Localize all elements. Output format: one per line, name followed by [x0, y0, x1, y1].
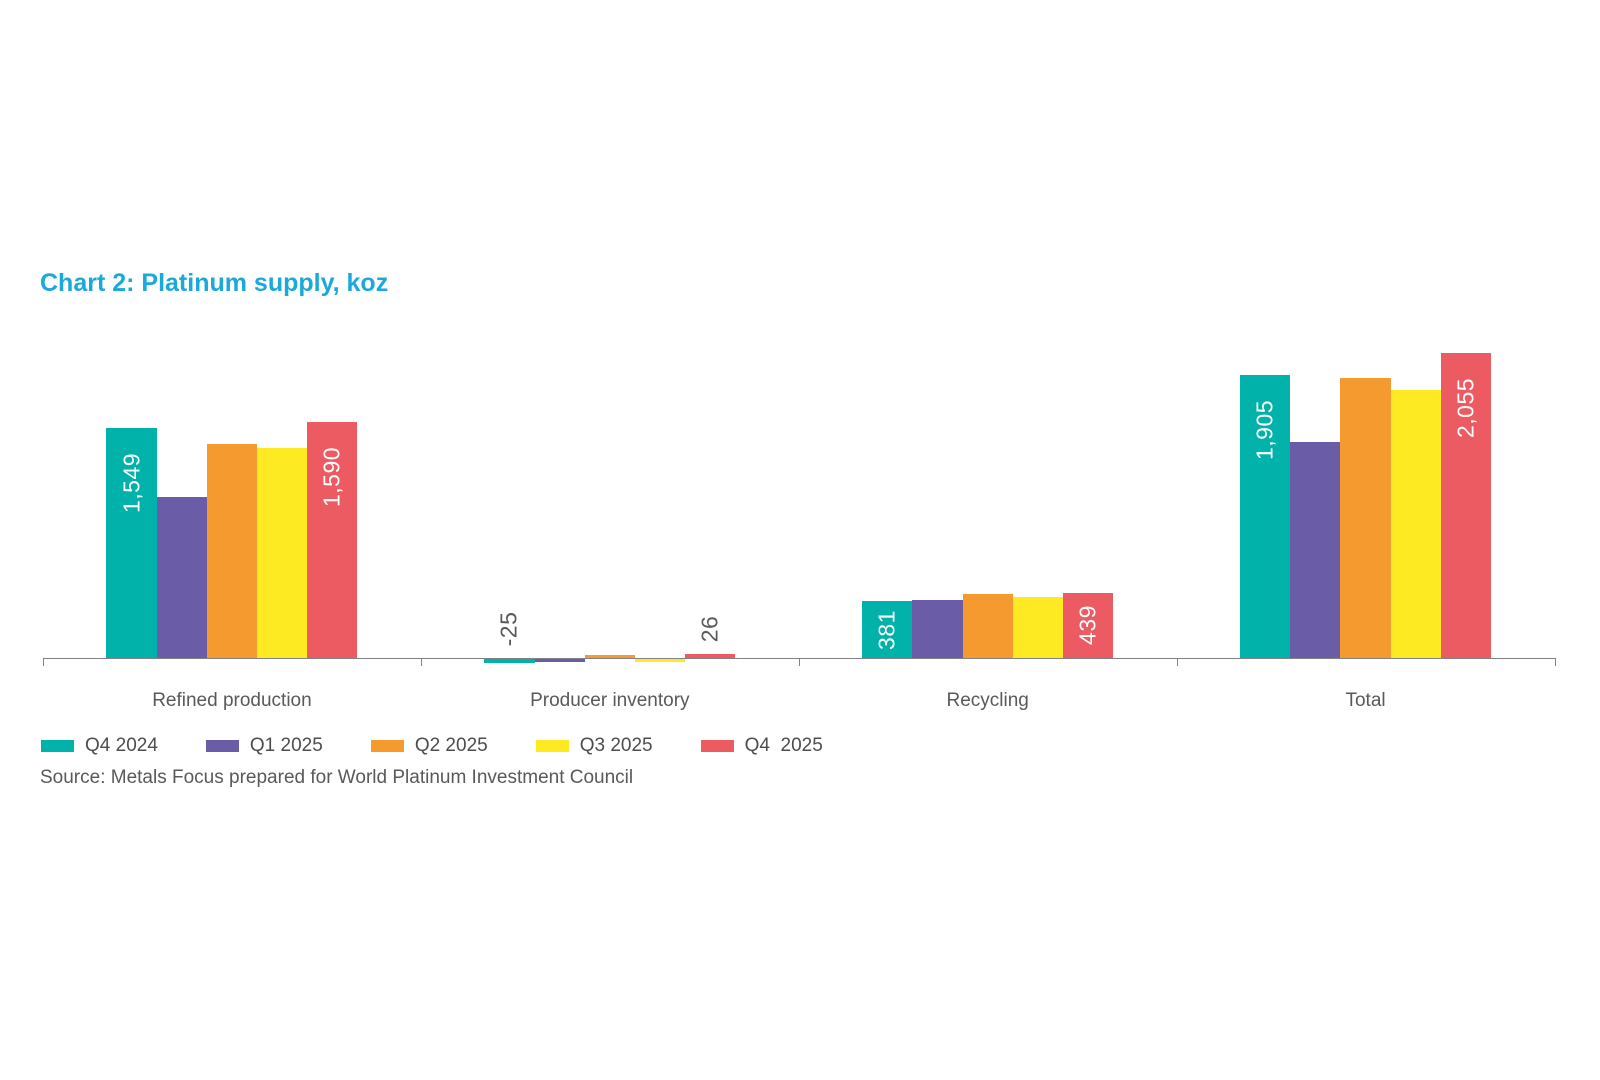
bar-value-label: 381 [873, 609, 900, 650]
bar-q3-2025-recycling [1012, 597, 1063, 658]
bar-q3-2025-producer-inventory [634, 659, 686, 662]
bar-q4-2024-recycling [862, 601, 913, 658]
bar-q2-2025-recycling [962, 594, 1013, 658]
chart-title: Chart 2: Platinum supply, koz [40, 269, 389, 297]
legend-item-q1-2025: Q1 2025 [205, 735, 323, 757]
category-label-recycling: Recycling [946, 690, 1029, 711]
category-label-producer-inventory: Producer inventory [530, 690, 690, 711]
bar-q3-2025-total [1390, 390, 1441, 658]
category-label-total: Total [1345, 690, 1386, 711]
bar-q3-2025-refined-production [257, 447, 308, 658]
legend-item-q3-2025: Q3 2025 [535, 735, 653, 757]
bar-q2-2025-total [1340, 377, 1391, 658]
legend-label: Q2 2025 [414, 735, 488, 756]
axis-tick [1554, 658, 1556, 666]
bar-value-label: -25 [495, 611, 522, 646]
axis-tick [43, 658, 44, 666]
axis-tick [798, 658, 800, 666]
legend-swatch [41, 740, 74, 752]
bar-value-label: 2,055 [1452, 378, 1479, 439]
bar-value-label: 1,905 [1251, 400, 1278, 461]
bar-q4-2025-producer-inventory [685, 654, 736, 658]
legend-label: Q4 2024 [85, 735, 158, 756]
legend-item-q2-2025: Q2 2025 [370, 735, 488, 757]
bar-q1-2025-producer-inventory [534, 659, 585, 662]
legend-swatch [535, 740, 569, 752]
bar-q4-2025-refined-production [307, 422, 358, 658]
bar-q2-2025-refined-production [206, 443, 258, 658]
bar-q4-2024-refined-production [106, 428, 157, 658]
legend-label: Q3 2025 [579, 735, 653, 756]
legend-swatch [205, 740, 239, 752]
legend-swatch [370, 740, 404, 752]
axis-tick [420, 658, 422, 666]
legend-label: Q1 2025 [249, 735, 323, 756]
source-note: Source: Metals Focus prepared for World … [40, 767, 634, 788]
bar-q2-2025-producer-inventory [584, 655, 635, 658]
axis-tick [1176, 658, 1178, 666]
category-label-refined-production: Refined production [152, 690, 312, 711]
legend-swatch [700, 740, 734, 752]
bar-q1-2025-total [1290, 441, 1341, 658]
bar-value-label: 26 [696, 615, 723, 642]
bar-q4-2024-producer-inventory [484, 659, 535, 663]
legend-item-q4-2025: Q4 2025 [700, 735, 823, 757]
bar-q1-2025-refined-production [156, 496, 207, 658]
bar-q4-2025-recycling [1062, 592, 1114, 658]
legend-label: Q4 2025 [744, 735, 823, 756]
bar-q4-2024-total [1240, 375, 1291, 658]
legend-item-q4-2024: Q4 2024 [41, 735, 158, 757]
bar-value-label: 1,549 [118, 453, 145, 514]
chart-legend: Q4 2024 Q1 2025 Q2 2025 Q3 2025 Q4 2025 [41, 735, 823, 757]
bar-q1-2025-recycling [912, 599, 963, 658]
bar-value-label: 1,590 [318, 447, 345, 508]
bar-q4-2025-total [1440, 353, 1492, 658]
bar-value-label: 439 [1074, 605, 1101, 646]
